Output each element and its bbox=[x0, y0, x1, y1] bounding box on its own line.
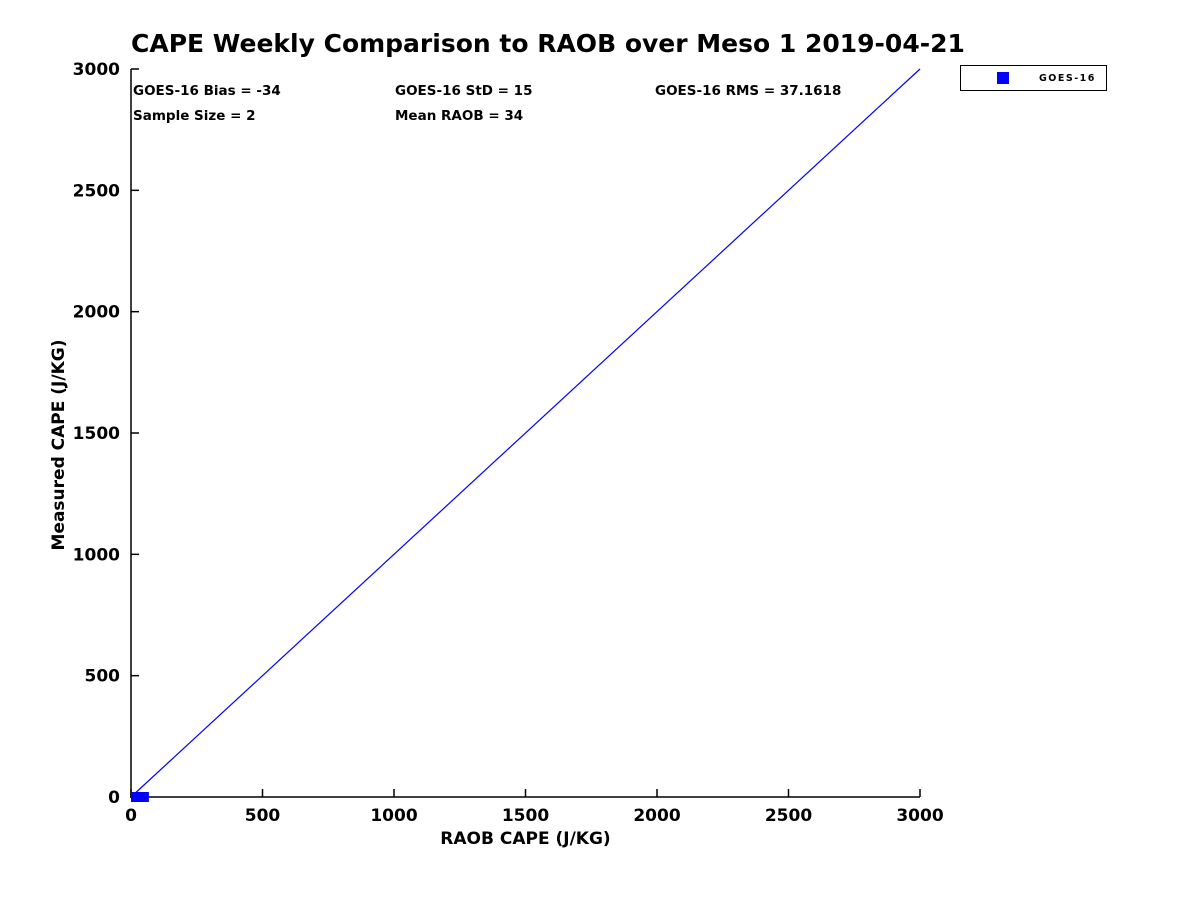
stat-std: GOES-16 StD = 15 bbox=[395, 83, 533, 99]
stat-bias: GOES-16 Bias = -34 bbox=[133, 83, 281, 99]
x-tick-label: 0 bbox=[125, 806, 137, 826]
legend-box: GOES-16 bbox=[960, 65, 1107, 91]
x-tick-label: 2000 bbox=[633, 806, 680, 826]
y-tick-label: 2000 bbox=[73, 303, 120, 323]
y-tick-label: 3000 bbox=[73, 60, 120, 80]
legend-label: GOES-16 bbox=[1039, 72, 1096, 84]
stat-mean-raob: Mean RAOB = 34 bbox=[395, 108, 524, 124]
x-axis-label: RAOB CAPE (J/KG) bbox=[440, 829, 611, 849]
x-tick-label: 2500 bbox=[765, 806, 812, 826]
x-tick-label: 1500 bbox=[502, 806, 549, 826]
y-tick-label: 2500 bbox=[73, 181, 120, 201]
y-axis-label: Measured CAPE (J/KG) bbox=[49, 339, 69, 551]
y-tick-label: 500 bbox=[85, 667, 121, 687]
x-tick-label: 3000 bbox=[896, 806, 943, 826]
y-tick-label: 1500 bbox=[73, 424, 120, 444]
stat-rms: GOES-16 RMS = 37.1618 bbox=[655, 83, 842, 99]
x-tick-label: 500 bbox=[245, 806, 281, 826]
stat-sample-size: Sample Size = 2 bbox=[133, 108, 256, 124]
data-point-goes16 bbox=[130, 792, 141, 802]
identity-line bbox=[130, 68, 921, 798]
legend-square-marker-icon bbox=[997, 72, 1009, 84]
y-tick-label: 0 bbox=[108, 788, 120, 808]
data-point-goes16 bbox=[138, 792, 149, 802]
y-tick-label: 1000 bbox=[73, 545, 120, 565]
chart-title: CAPE Weekly Comparison to RAOB over Meso… bbox=[131, 29, 965, 58]
x-tick-label: 1000 bbox=[370, 806, 417, 826]
